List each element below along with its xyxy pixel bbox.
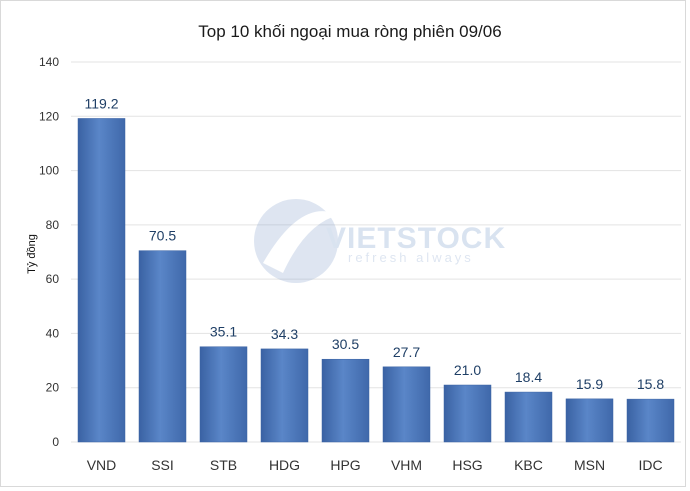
x-tick-label: VHM — [391, 457, 422, 473]
bar — [565, 398, 614, 443]
x-tick-label: STB — [210, 457, 237, 473]
y-tick-label: 120 — [39, 109, 59, 123]
y-tick-label: 20 — [46, 381, 60, 395]
data-label: 70.5 — [149, 228, 176, 244]
y-axis-label: Tỷ đồng — [26, 234, 38, 274]
watermark-globe — [254, 199, 338, 283]
bar — [626, 398, 675, 443]
watermark-swoosh — [263, 211, 339, 273]
x-tick-label: HSG — [452, 457, 482, 473]
x-tick-label: HPG — [330, 457, 360, 473]
y-tick-label: 40 — [46, 326, 60, 340]
data-label: 34.3 — [271, 326, 298, 342]
x-tick-label: SSI — [151, 457, 174, 473]
data-label: 119.2 — [85, 95, 119, 111]
y-tick-label: 100 — [39, 164, 59, 178]
data-label: 18.4 — [515, 369, 542, 385]
y-tick-label: 140 — [39, 55, 59, 69]
value-labels: 119.2 70.5 35.1 34.3 30.5 27.7 21.0 18.4 15.9 15.… — [85, 95, 665, 392]
y-tick-label: 60 — [46, 272, 60, 286]
y-tick-label: 80 — [46, 218, 60, 232]
watermark-logo: VIETSTOCK refresh always — [254, 199, 506, 283]
data-label: 35.1 — [210, 324, 237, 340]
y-tick-label: 0 — [52, 435, 59, 449]
y-axis-ticks: 0 20 40 60 80 100 120 140 — [39, 55, 59, 449]
watermark-name: VIETSTOCK — [326, 222, 506, 255]
category-labels: VND SSI STB HDG HPG VHM HSG KBC MSN IDC — [87, 457, 663, 473]
x-tick-label: IDC — [638, 457, 662, 473]
x-tick-label: KBC — [514, 457, 543, 473]
x-tick-label: MSN — [574, 457, 605, 473]
x-tick-label: VND — [87, 457, 117, 473]
x-tick-label: HDG — [269, 457, 300, 473]
watermark-tagline: refresh always — [348, 250, 474, 265]
data-label: 21.0 — [454, 362, 481, 378]
data-label: 27.7 — [393, 344, 420, 360]
bar — [199, 346, 248, 443]
data-label: 30.5 — [332, 336, 359, 352]
bar — [321, 358, 370, 443]
bar — [260, 348, 309, 443]
data-label: 15.8 — [637, 376, 664, 392]
bar — [504, 391, 553, 443]
bars — [77, 118, 675, 443]
bar — [382, 366, 431, 443]
bar — [77, 118, 126, 443]
data-label: 15.9 — [576, 376, 603, 392]
chart-title: Top 10 khối ngoại mua ròng phiên 09/06 — [198, 22, 501, 41]
bar — [138, 250, 187, 443]
bar — [443, 384, 492, 443]
